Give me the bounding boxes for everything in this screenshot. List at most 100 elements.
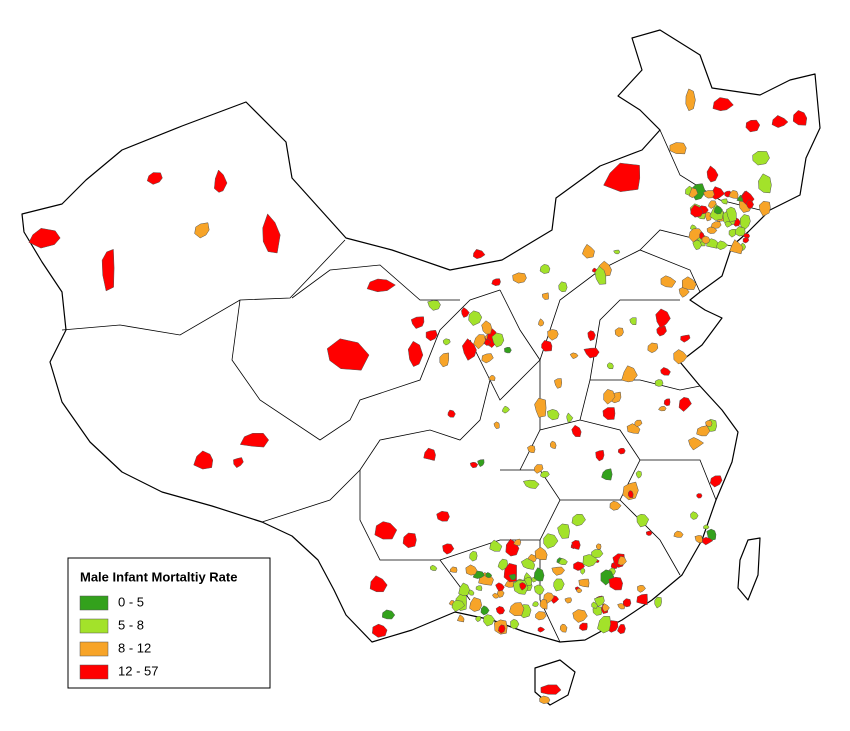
county <box>572 609 588 623</box>
county <box>758 200 771 217</box>
county <box>369 575 388 593</box>
county <box>522 479 540 489</box>
county <box>595 450 605 462</box>
county <box>492 592 500 599</box>
county <box>617 624 626 635</box>
county <box>461 307 470 318</box>
county <box>512 272 527 284</box>
county <box>372 623 388 638</box>
county <box>579 622 588 631</box>
county <box>617 447 626 455</box>
county <box>239 433 270 448</box>
county <box>597 615 611 634</box>
county <box>709 475 723 488</box>
county <box>541 340 553 352</box>
county <box>576 588 583 594</box>
county <box>654 379 664 387</box>
county <box>475 585 483 591</box>
county <box>595 543 602 550</box>
county <box>660 367 671 376</box>
county <box>678 397 692 412</box>
county <box>792 110 808 126</box>
county <box>706 165 719 183</box>
county <box>456 614 465 623</box>
county <box>473 334 486 350</box>
county <box>469 597 483 612</box>
county <box>594 265 607 285</box>
county <box>647 342 659 354</box>
county <box>547 329 559 341</box>
county <box>407 340 424 367</box>
county <box>705 420 713 427</box>
county <box>193 450 214 470</box>
county <box>771 115 789 128</box>
county <box>656 325 667 337</box>
county <box>681 276 697 290</box>
county <box>510 618 520 630</box>
county <box>720 198 728 205</box>
county <box>591 601 598 609</box>
county <box>669 142 687 155</box>
county <box>442 543 455 555</box>
county <box>636 513 650 528</box>
county <box>591 549 604 559</box>
county <box>483 614 495 627</box>
county <box>465 564 478 576</box>
county <box>578 578 590 588</box>
legend-label: 12 - 57 <box>118 663 158 678</box>
county <box>634 419 643 428</box>
county <box>554 378 563 389</box>
legend: 0 - 5 5 - 8 8 - 12 12 - 57 <box>79 594 158 680</box>
county <box>609 500 622 511</box>
county <box>696 425 711 437</box>
county <box>473 249 486 259</box>
county <box>629 317 637 325</box>
county <box>726 206 737 223</box>
county <box>564 597 572 604</box>
county <box>602 407 616 420</box>
county <box>485 572 493 578</box>
county <box>458 582 470 597</box>
county <box>557 523 570 539</box>
county <box>451 600 466 612</box>
county <box>622 598 632 608</box>
county <box>569 352 579 359</box>
county <box>580 567 586 575</box>
legend-swatch <box>79 618 109 634</box>
county <box>462 338 477 361</box>
county <box>593 596 605 607</box>
county <box>194 222 210 239</box>
county <box>627 490 634 498</box>
county <box>508 573 517 581</box>
county <box>694 535 703 544</box>
county <box>374 521 398 540</box>
county <box>603 162 641 192</box>
county <box>551 566 566 576</box>
county <box>571 424 582 437</box>
legend-swatch <box>79 664 109 680</box>
county <box>688 228 705 243</box>
county <box>729 239 744 255</box>
county <box>685 88 696 112</box>
county <box>571 513 586 527</box>
county <box>688 187 699 198</box>
county <box>690 204 704 218</box>
county <box>429 564 438 571</box>
county <box>703 524 710 530</box>
county <box>583 347 600 359</box>
county <box>637 585 646 593</box>
county <box>427 300 441 311</box>
county <box>706 238 720 249</box>
county <box>468 589 475 596</box>
county <box>480 605 490 616</box>
county <box>533 567 545 582</box>
county <box>716 240 729 250</box>
county <box>549 440 557 449</box>
county <box>425 330 438 342</box>
county <box>735 226 746 237</box>
county <box>520 558 536 570</box>
county <box>504 347 512 354</box>
county <box>469 551 478 562</box>
county <box>559 623 568 633</box>
county-areas <box>28 88 808 704</box>
